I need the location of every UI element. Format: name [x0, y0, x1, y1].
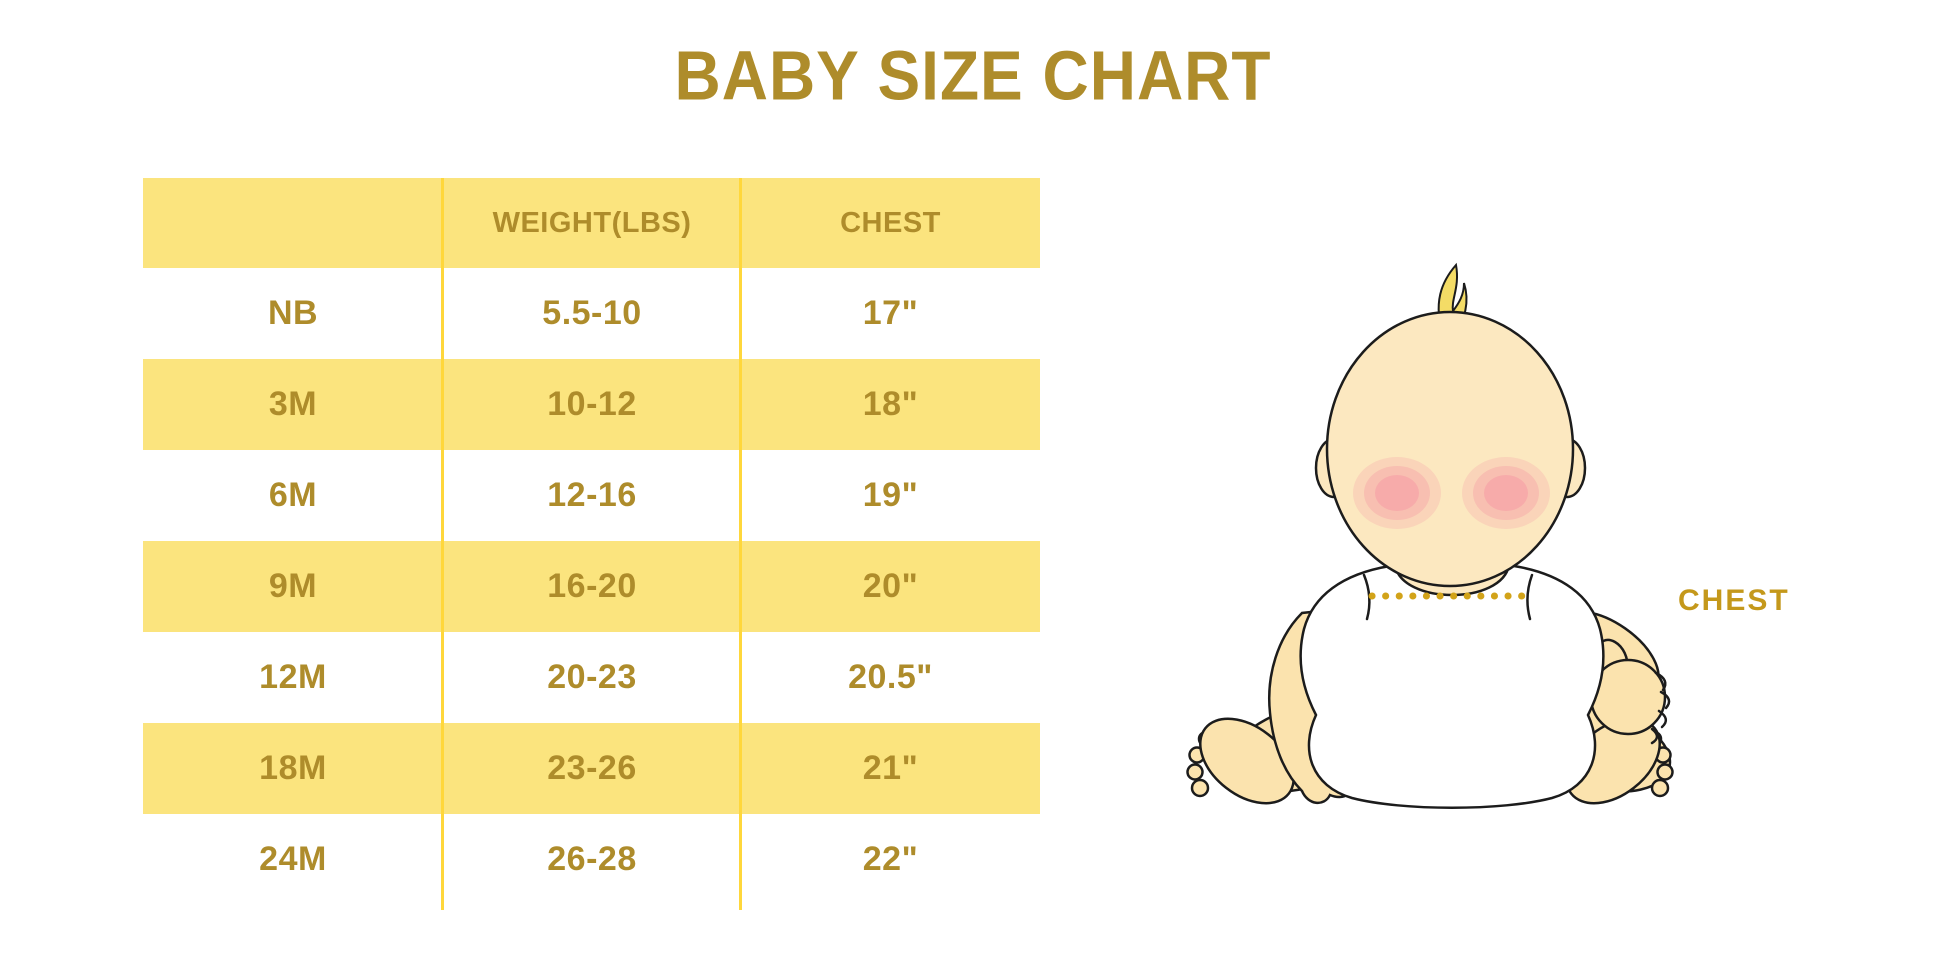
chest-cell: 21"	[862, 749, 919, 787]
chest-cell: 19"	[862, 476, 919, 514]
page-title: BABY SIZE CHART	[674, 37, 1272, 115]
chest-cell: 20"	[862, 567, 919, 605]
size-cell: 18M	[259, 749, 327, 787]
table-row: 6M 12-16 19"	[143, 450, 1040, 541]
table-row: 12M 20-23 20.5"	[143, 632, 1040, 723]
size-table: WEIGHT(LBS) CHEST NB 5.5-10 17" 3M 10-12…	[143, 178, 1040, 910]
table-row: 24M 26-28 22"	[143, 814, 1040, 905]
table-row: 3M 10-12 18"	[143, 359, 1040, 450]
chest-cell: 17"	[862, 294, 919, 332]
chest-cell: 20.5"	[848, 658, 933, 696]
table-row: 18M 23-26 21"	[143, 723, 1040, 814]
header-cell-size	[143, 178, 443, 268]
chest-cell: 18"	[862, 385, 919, 423]
weight-cell: 23-26	[547, 749, 637, 787]
header-cell-chest: CHEST	[840, 206, 941, 239]
baby-head	[1325, 310, 1575, 588]
baby-icon	[1186, 262, 1674, 809]
chest-cell: 22"	[862, 840, 919, 878]
table-header-row: WEIGHT(LBS) CHEST	[143, 178, 1040, 268]
onesie-body	[1299, 558, 1605, 809]
weight-cell: 16-20	[547, 567, 637, 605]
table-row: 9M 16-20 20"	[143, 541, 1040, 632]
weight-cell: 10-12	[547, 385, 637, 423]
size-cell: 3M	[268, 385, 318, 423]
chest-measurement-label: CHEST	[1678, 584, 1790, 617]
weight-cell: 5.5-10	[542, 294, 642, 332]
column-divider-2	[739, 178, 742, 910]
size-cell: 6M	[268, 476, 318, 514]
column-divider-1	[441, 178, 444, 910]
weight-cell: 26-28	[547, 840, 637, 878]
size-cell: 24M	[259, 840, 327, 878]
table-row: NB 5.5-10 17"	[143, 268, 1040, 359]
baby-illustration	[1150, 245, 1710, 825]
size-cell: NB	[267, 294, 319, 332]
weight-cell: 12-16	[547, 476, 637, 514]
size-cell: 12M	[259, 658, 327, 696]
size-cell: 9M	[268, 567, 318, 605]
header-cell-weight: WEIGHT(LBS)	[492, 206, 692, 239]
weight-cell: 20-23	[547, 658, 637, 696]
